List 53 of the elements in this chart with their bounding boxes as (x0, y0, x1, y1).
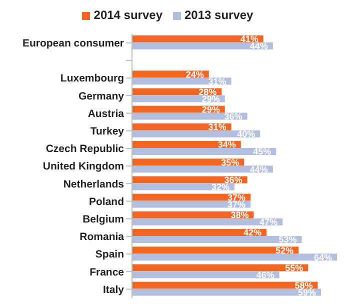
data-label: 55% (285, 262, 304, 273)
bar (132, 211, 254, 218)
data-label: 64% (314, 252, 332, 262)
y-tick-label: Luxembourg (60, 72, 124, 85)
data-label: 45% (253, 146, 272, 157)
bar (132, 282, 318, 289)
data-label: 36% (224, 112, 242, 122)
data-label: 46% (256, 270, 274, 280)
data-label: 24% (186, 69, 204, 80)
bar (132, 176, 248, 184)
bar (132, 200, 251, 208)
data-label: 53% (278, 234, 297, 245)
data-label: 40% (237, 129, 256, 140)
bar (132, 112, 248, 120)
y-tick-label: Czech Republic (46, 143, 124, 156)
y-tick-label: Germany (78, 90, 124, 102)
data-label: 38% (230, 210, 249, 220)
data-label: 47% (260, 217, 278, 228)
bar (132, 166, 273, 173)
bar (132, 229, 267, 236)
y-tick-label: Belgium (82, 214, 124, 226)
y-tick-label: United Kingdom (42, 160, 124, 173)
bar (132, 254, 337, 261)
data-label: 31% (208, 76, 226, 86)
legend-label: 2014 survey (94, 8, 162, 22)
y-tick-label: Romania (80, 231, 124, 244)
legend-label: 2013 survey (184, 8, 254, 22)
data-label: 35% (221, 157, 240, 168)
bar (132, 130, 260, 138)
data-label: 34% (218, 140, 236, 150)
y-tick-label: Austria (88, 108, 124, 120)
y-tick-label: Turkey (90, 126, 124, 138)
data-label: 42% (244, 228, 262, 238)
bar (132, 42, 273, 50)
bar (132, 148, 276, 156)
y-tick-label: Poland (88, 196, 124, 208)
y-tick-label: Netherlands (63, 178, 124, 190)
bar (132, 264, 308, 272)
bar (132, 194, 251, 201)
bar (132, 271, 280, 278)
bar (132, 218, 283, 226)
y-tick-label: Italy (102, 284, 124, 296)
bar (132, 288, 321, 296)
bar (132, 236, 302, 244)
y-tick-label: Spain (95, 248, 124, 261)
data-label: 29% (202, 104, 220, 115)
bar (132, 246, 299, 254)
bar (132, 35, 264, 42)
data-label: 44% (250, 164, 268, 174)
data-label: 31% (208, 122, 226, 132)
y-tick-label: European consumer (22, 38, 124, 50)
data-label: 52% (276, 245, 294, 256)
y-tick-label: France (90, 266, 124, 278)
